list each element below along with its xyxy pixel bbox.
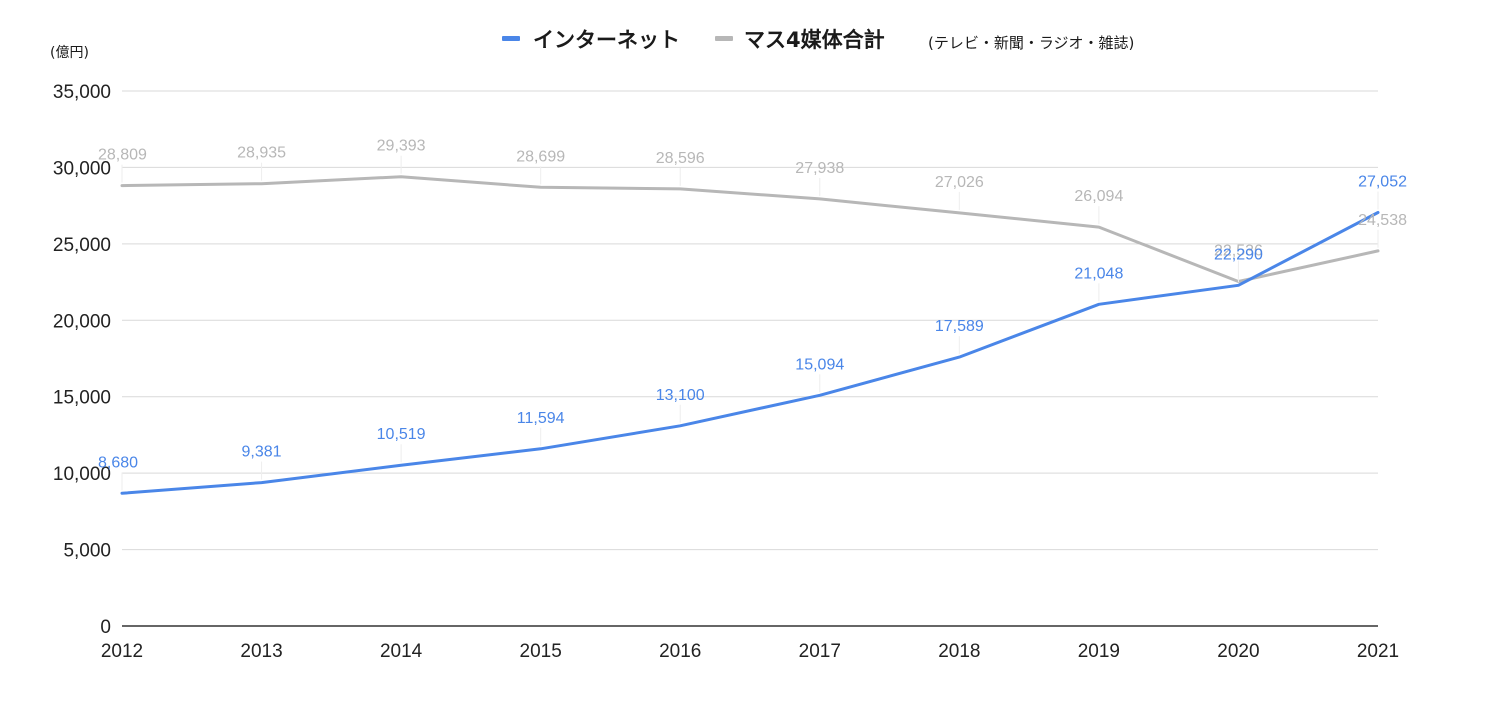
- x-tick-label: 2019: [1078, 641, 1120, 662]
- x-tick-label: 2020: [1217, 641, 1259, 662]
- grid: [122, 90, 1378, 627]
- data-label-internet: 15,094: [795, 356, 844, 373]
- data-label-mass-media: 28,596: [656, 150, 705, 167]
- y-tick-label: 5,000: [63, 541, 111, 562]
- x-tick-label: 2013: [240, 641, 282, 662]
- x-tick-label: 2012: [101, 641, 143, 662]
- y-tick-label: 10,000: [53, 464, 111, 485]
- data-label-mass-media: 29,393: [377, 138, 426, 155]
- data-label-mass-media: 24,538: [1358, 212, 1407, 229]
- x-tick-label: 2016: [659, 641, 701, 662]
- data-label-mass-media: 22,536: [1214, 243, 1263, 260]
- legend-label-mass-media: マス4媒体合計: [744, 28, 885, 52]
- legend-swatch-mass-media: [715, 36, 733, 41]
- data-label-internet: 10,519: [377, 426, 426, 443]
- data-label-internet: 21,048: [1074, 265, 1123, 282]
- x-tick-label: 2014: [380, 641, 423, 662]
- legend-label-internet: インターネット: [533, 28, 680, 52]
- y-axis-unit-label: (億円): [50, 45, 89, 61]
- data-label-mass-media: 27,938: [795, 160, 844, 177]
- y-tick-label: 15,000: [53, 388, 111, 409]
- legend: インターネット マス4媒体合計 (テレビ・新聞・ラジオ・雑誌): [502, 28, 1134, 52]
- y-tick-label: 20,000: [53, 311, 111, 332]
- data-label-mass-media: 27,026: [935, 174, 984, 191]
- data-label-internet: 13,100: [656, 387, 705, 404]
- y-tick-label: 35,000: [53, 82, 111, 103]
- data-label-internet: 11,594: [517, 410, 565, 427]
- x-tick-label: 2018: [938, 641, 980, 662]
- data-label-internet: 8,680: [98, 454, 138, 471]
- data-label-internet: 17,589: [935, 318, 984, 335]
- y-tick-label: 25,000: [53, 235, 111, 256]
- series-lines: [120, 175, 1380, 495]
- data-labels: 28,809 28,935 29,393 28,699 28,596 27,938 27,0…: [98, 138, 1407, 491]
- data-label-mass-media: 28,809: [98, 147, 147, 164]
- data-label-mass-media: 28,935: [237, 145, 286, 162]
- legend-swatch-internet: [502, 36, 520, 41]
- x-tick-label: 2015: [520, 641, 562, 662]
- data-label-mass-media: 28,699: [516, 148, 565, 165]
- data-label-internet: 22,290: [1214, 246, 1263, 263]
- data-label-mass-media: 26,094: [1074, 188, 1123, 205]
- x-axis-tick-labels: 2012 2013 2014 2015 2016 2017 2018 2019 2020 2021: [101, 641, 1399, 662]
- x-tick-label: 2021: [1357, 641, 1399, 662]
- y-axis-tick-labels: 0 5,000 10,000 15,000 20,000 25,000 30,000 35,0…: [53, 82, 111, 638]
- series-line-internet: [120, 211, 1380, 495]
- x-tick-label: 2017: [799, 641, 841, 662]
- legend-note-mass-media: (テレビ・新聞・ラジオ・雑誌): [928, 34, 1134, 52]
- y-tick-label: 0: [100, 617, 111, 638]
- data-label-internet: 9,381: [242, 444, 282, 461]
- data-label-internet: 27,052: [1358, 173, 1407, 190]
- y-tick-label: 30,000: [53, 158, 111, 179]
- series-line-mass-media: [120, 175, 1380, 283]
